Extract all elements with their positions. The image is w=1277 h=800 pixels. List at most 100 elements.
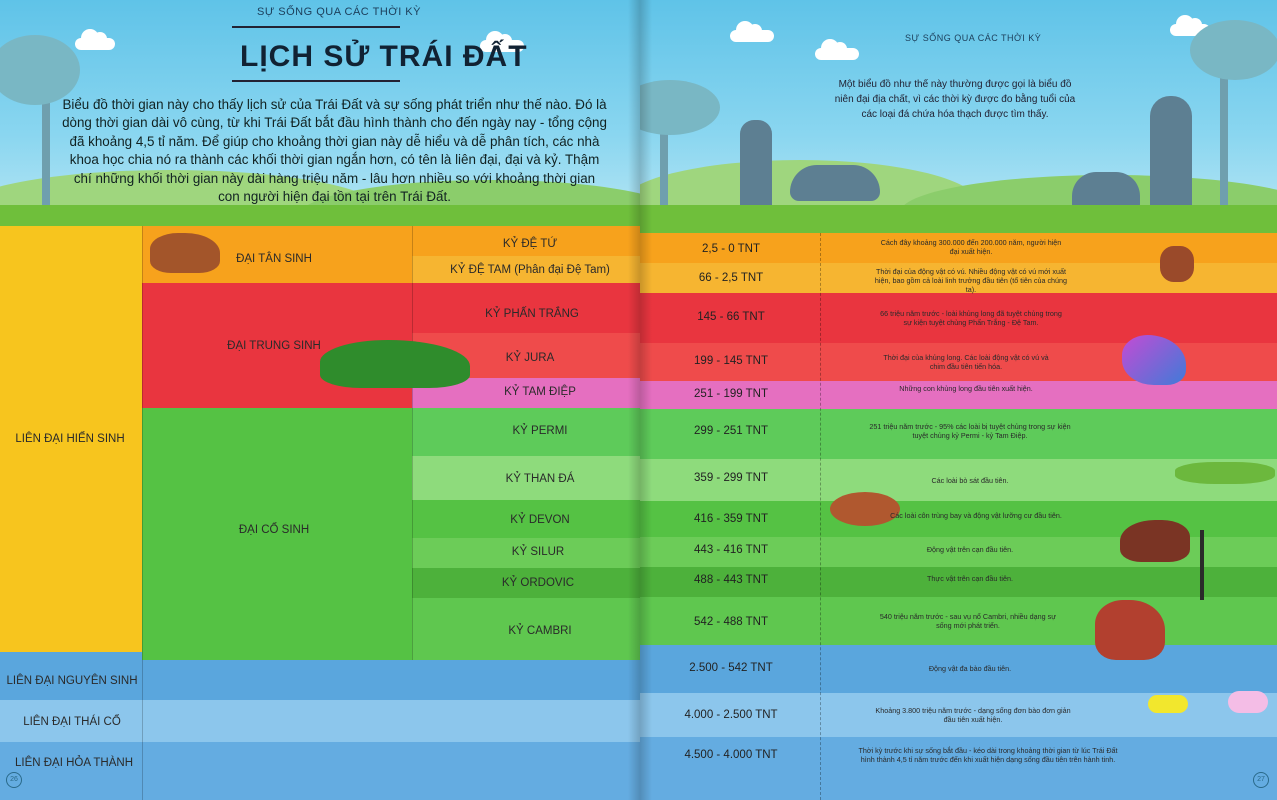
era-label: ĐẠI TRUNG SINH [227,340,321,352]
period-label: KỶ PERMI [512,425,568,437]
row-band [640,381,1277,409]
grass-strip [640,205,1277,233]
section-header: SỰ SỐNG QUA CÁC THỜI KỲ [257,6,421,18]
period-note: Những con khủng long đầu tiên xuất hiện. [899,384,1033,393]
period-note: Thời đại của khủng long. Các loài động v… [883,353,1049,371]
row-band [0,652,142,700]
bat-illustration [1160,246,1194,282]
period-label: KỶ TAM ĐIỆP [504,386,576,398]
row-band [640,459,1277,501]
period-note: Thực vật trên cạn đầu tiên. [927,574,1013,583]
period-note: 540 triệu năm trước - sau vụ nổ Cambri, … [879,612,1057,630]
tree-canopy [0,35,80,105]
tree-canopy [1190,20,1277,80]
period-label: KỶ ĐỆ TỨ [502,238,558,250]
row-band [412,538,640,568]
period-note: Thời đại của động vật có vú. Nhiều động … [874,267,1068,294]
page-number: 26 [6,772,22,788]
period-range: 488 - 443 TNT [694,574,768,586]
period-note: Động vật trên cạn đầu tiên. [926,545,1014,554]
eon-label: LIÊN ĐẠI HIỂN SINH [15,433,125,445]
early-plant-illustration [1200,530,1254,600]
tree-trunk [660,100,668,210]
row-band [640,409,1277,459]
period-range: 2,5 - 0 TNT [702,243,760,255]
period-label: KỶ ORDOVIC [501,577,575,589]
eon-label: LIÊN ĐẠI HỎA THÀNH [14,757,134,769]
period-range: 359 - 299 TNT [694,472,768,484]
eon-range: 4.000 - 2.500 TNT [684,709,778,721]
period-label: KỶ PHẤN TRẮNG [485,308,579,320]
column-divider [820,233,821,800]
row-band [0,742,640,800]
intro-paragraph: Một biểu đồ như thế này thường được gọi … [834,79,1076,120]
section-header: SỰ SỐNG QUA CÁC THỜI KỲ [905,33,1042,43]
period-range: 443 - 416 TNT [694,544,768,556]
book-gutter [628,0,652,800]
row-band [412,598,640,660]
eon-label: LIÊN ĐẠI NGUYÊN SINH [6,675,138,687]
period-label: KỶ SILUR [511,546,565,558]
era-label: ĐẠI CỔ SINH [238,524,310,536]
ancient-human-silhouette [1150,96,1192,216]
right-page: SỰ SỐNG QUA CÁC THỜI KỲ Một biểu đồ như … [640,0,1277,800]
period-note: 251 triệu năm trước - 95% các loài bị tu… [869,422,1071,440]
anomalocaris-illustration [1095,600,1165,660]
row-band [412,568,640,598]
tree-canopy [640,80,720,135]
title-rule-top [232,26,400,28]
tree-trunk [1220,60,1228,210]
primate-illustration [150,233,220,273]
row-band [412,408,640,456]
cloud-icon [75,29,115,50]
bacteria-illustration [1148,695,1188,713]
period-range: 416 - 359 TNT [694,513,768,525]
cell-illustration [1228,691,1268,713]
period-range: 251 - 199 TNT [694,388,768,400]
row-band [0,700,640,742]
eon-range: 2.500 - 542 TNT [689,662,773,674]
period-label: KỶ DEVON [510,514,570,526]
row-band [640,293,1277,343]
lizard-illustration [1175,462,1275,484]
eon-label: LIÊN ĐẠI THÁI CỔ [23,716,121,728]
period-label: KỶ ĐỆ TAM (Phân đại Đệ Tam) [450,264,610,276]
period-label: KỶ CAMBRI [508,625,572,637]
period-note: Cách đây khoảng 300.000 đến 200.000 năm,… [880,238,1062,256]
left-page: SỰ SỐNG QUA CÁC THỜI KỲ LỊCH SỬ TRÁI ĐẤT… [0,0,640,800]
archaeopteryx-illustration [1122,335,1186,385]
period-range: 542 - 488 TNT [694,616,768,628]
cloud-icon [480,31,524,52]
stegosaurus-illustration [320,340,470,388]
human-silhouette [740,120,772,212]
period-note: Các loài côn trùng bay và động vật lưỡng… [890,511,1062,520]
row-band [640,645,1277,693]
row-band [412,500,640,538]
insect-illustration [830,492,900,526]
row-band [640,737,1277,800]
period-range: 299 - 251 TNT [694,425,768,437]
intro-paragraph: Biểu đồ thời gian này cho thấy lịch sử c… [62,97,607,205]
eon-note: Thời kỳ trước khi sự sống bắt đầu - kéo … [858,746,1118,764]
row-band [640,567,1277,597]
column-divider [412,226,413,660]
eon-phanerozoic-band [0,226,142,652]
era-paleozoic-band [142,408,412,660]
period-label: KỶ JURA [505,352,555,364]
eon-note: Động vật đa bào đầu tiên. [928,664,1012,673]
period-label: KỶ THAN ĐÁ [505,473,575,485]
cloud-icon [730,21,774,42]
period-note: Các loài bò sát đầu tiên. [931,476,1009,485]
wolf-silhouette [790,165,880,201]
row-band [412,456,640,500]
row-band [142,660,640,700]
row-band [412,256,640,283]
row-band [412,283,640,333]
cloud-icon [815,39,859,60]
period-range: 199 - 145 TNT [694,355,768,367]
era-label: ĐẠI TÂN SINH [236,253,312,265]
page-title: LỊCH SỬ TRÁI ĐẤT [240,40,528,73]
column-divider [142,226,143,800]
row-band [640,597,1277,645]
tree-trunk [42,90,50,210]
